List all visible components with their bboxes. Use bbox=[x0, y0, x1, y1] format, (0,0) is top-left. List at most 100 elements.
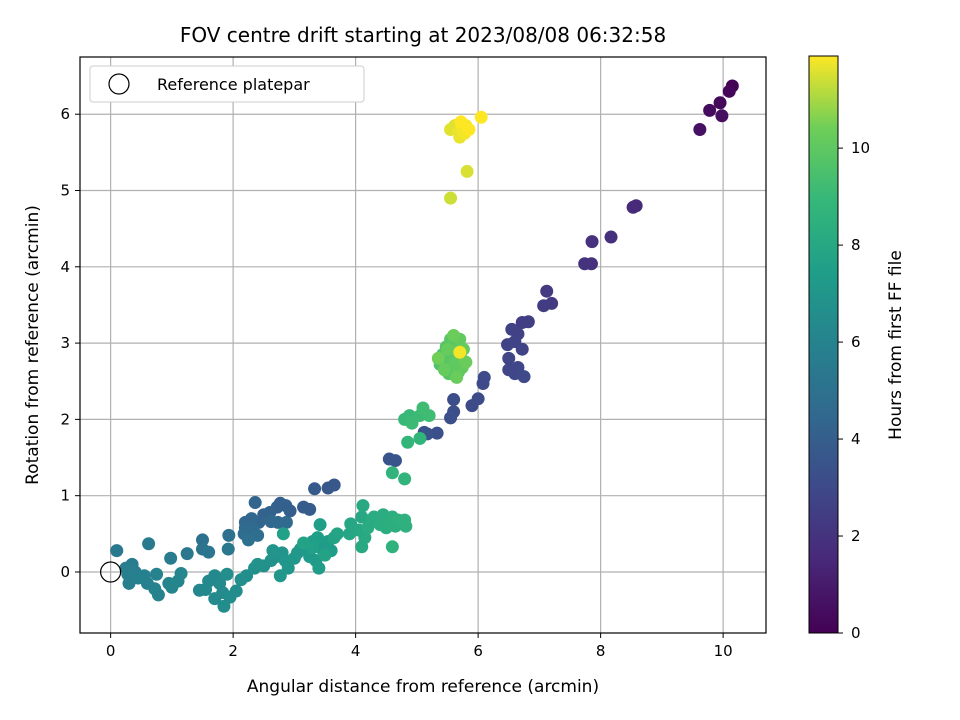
data-point bbox=[180, 547, 194, 561]
data-point bbox=[447, 328, 461, 342]
data-point bbox=[164, 551, 178, 565]
colorbar-gradient bbox=[808, 55, 839, 634]
data-point bbox=[196, 533, 209, 547]
data-point bbox=[454, 115, 468, 129]
data-point bbox=[515, 315, 529, 329]
data-point bbox=[385, 540, 399, 554]
x-tick-label: 10 bbox=[714, 642, 733, 660]
data-point bbox=[110, 544, 124, 558]
data-point bbox=[511, 361, 525, 375]
data-point bbox=[459, 355, 473, 369]
data-point bbox=[453, 345, 467, 359]
data-point bbox=[174, 566, 188, 580]
data-point bbox=[422, 409, 436, 423]
data-point bbox=[297, 536, 311, 550]
x-tick-label: 6 bbox=[473, 642, 483, 660]
colorbar-ticks: 0 2 4 6 8 10 bbox=[838, 139, 870, 642]
data-point bbox=[401, 435, 415, 449]
data-point bbox=[713, 96, 727, 110]
x-tick-label: 4 bbox=[351, 642, 361, 660]
data-point bbox=[356, 499, 370, 513]
data-point bbox=[722, 84, 736, 98]
data-point bbox=[220, 567, 234, 581]
data-point bbox=[460, 164, 474, 178]
y-tick-label: 5 bbox=[60, 182, 70, 200]
legend-label: Reference platepar bbox=[157, 75, 310, 94]
y-tick-label: 0 bbox=[60, 563, 70, 581]
data-point bbox=[222, 528, 236, 542]
data-point bbox=[447, 393, 461, 407]
colorbar-tick-label: 10 bbox=[851, 139, 870, 157]
data-point bbox=[501, 338, 515, 352]
data-point bbox=[311, 531, 325, 545]
data-point bbox=[585, 235, 599, 249]
data-point bbox=[151, 588, 165, 602]
x-tick-label: 2 bbox=[228, 642, 238, 660]
data-point bbox=[450, 370, 464, 384]
data-point bbox=[273, 569, 287, 583]
x-axis-label: Angular distance from reference (arcmin) bbox=[247, 677, 599, 697]
data-point bbox=[399, 519, 413, 533]
colorbar-tick-label: 4 bbox=[851, 430, 861, 448]
data-point bbox=[626, 200, 640, 214]
data-point bbox=[715, 109, 729, 123]
data-point bbox=[444, 191, 458, 205]
data-point bbox=[229, 584, 243, 598]
plot-area-frame bbox=[79, 56, 767, 634]
y-tick-label: 2 bbox=[60, 410, 70, 428]
data-point bbox=[313, 518, 327, 532]
data-point bbox=[303, 502, 317, 516]
data-point bbox=[578, 257, 592, 271]
data-point bbox=[142, 537, 156, 551]
y-tick-label: 3 bbox=[60, 334, 70, 352]
data-point bbox=[474, 110, 488, 124]
data-point bbox=[444, 411, 458, 425]
data-point bbox=[413, 431, 427, 445]
x-tick-label: 0 bbox=[106, 642, 116, 660]
data-point bbox=[540, 284, 554, 298]
data-point bbox=[251, 557, 265, 571]
data-point bbox=[150, 567, 164, 581]
data-point bbox=[276, 527, 290, 541]
colorbar-tick-label: 8 bbox=[851, 236, 861, 254]
y-axis-label: Rotation from reference (arcmin) bbox=[23, 205, 43, 485]
data-point bbox=[279, 515, 293, 529]
data-point bbox=[517, 370, 531, 384]
data-point bbox=[398, 472, 412, 486]
legend-box bbox=[89, 65, 365, 103]
data-point bbox=[693, 122, 707, 136]
data-point bbox=[308, 482, 322, 496]
data-point bbox=[217, 599, 231, 613]
data-point bbox=[202, 545, 216, 559]
data-point bbox=[312, 561, 326, 575]
data-point bbox=[330, 527, 344, 541]
data-point bbox=[321, 481, 335, 495]
grid-lines bbox=[80, 57, 766, 633]
y-tick-label: 1 bbox=[60, 487, 70, 505]
data-point bbox=[476, 377, 490, 391]
data-point bbox=[441, 342, 454, 356]
x-axis: 0 2 4 6 8 10 bbox=[106, 633, 733, 660]
chart-title: FOV centre drift starting at 2023/08/08 … bbox=[180, 23, 666, 47]
colorbar-label: Hours from first FF file bbox=[886, 250, 906, 440]
colorbar: 0 2 4 6 8 10 Hours from first FF file bbox=[808, 55, 906, 642]
colorbar-tick-label: 6 bbox=[851, 333, 861, 351]
data-point bbox=[388, 454, 402, 468]
colorbar-tick-label: 2 bbox=[851, 527, 861, 545]
data-point bbox=[355, 540, 369, 554]
x-tick-label: 8 bbox=[596, 642, 606, 660]
data-point bbox=[515, 342, 529, 356]
data-point bbox=[502, 351, 516, 365]
colorbar-tick-label: 0 bbox=[851, 624, 861, 642]
legend-open-circle-icon bbox=[108, 73, 130, 95]
reference-platepar-marker bbox=[100, 561, 122, 583]
data-point bbox=[604, 230, 618, 244]
data-point bbox=[703, 103, 717, 117]
data-point bbox=[385, 466, 399, 480]
data-point bbox=[221, 542, 235, 556]
data-point bbox=[318, 548, 332, 562]
data-point bbox=[431, 351, 445, 365]
data-point bbox=[437, 363, 451, 377]
data-point bbox=[465, 399, 479, 413]
data-point bbox=[279, 499, 293, 513]
